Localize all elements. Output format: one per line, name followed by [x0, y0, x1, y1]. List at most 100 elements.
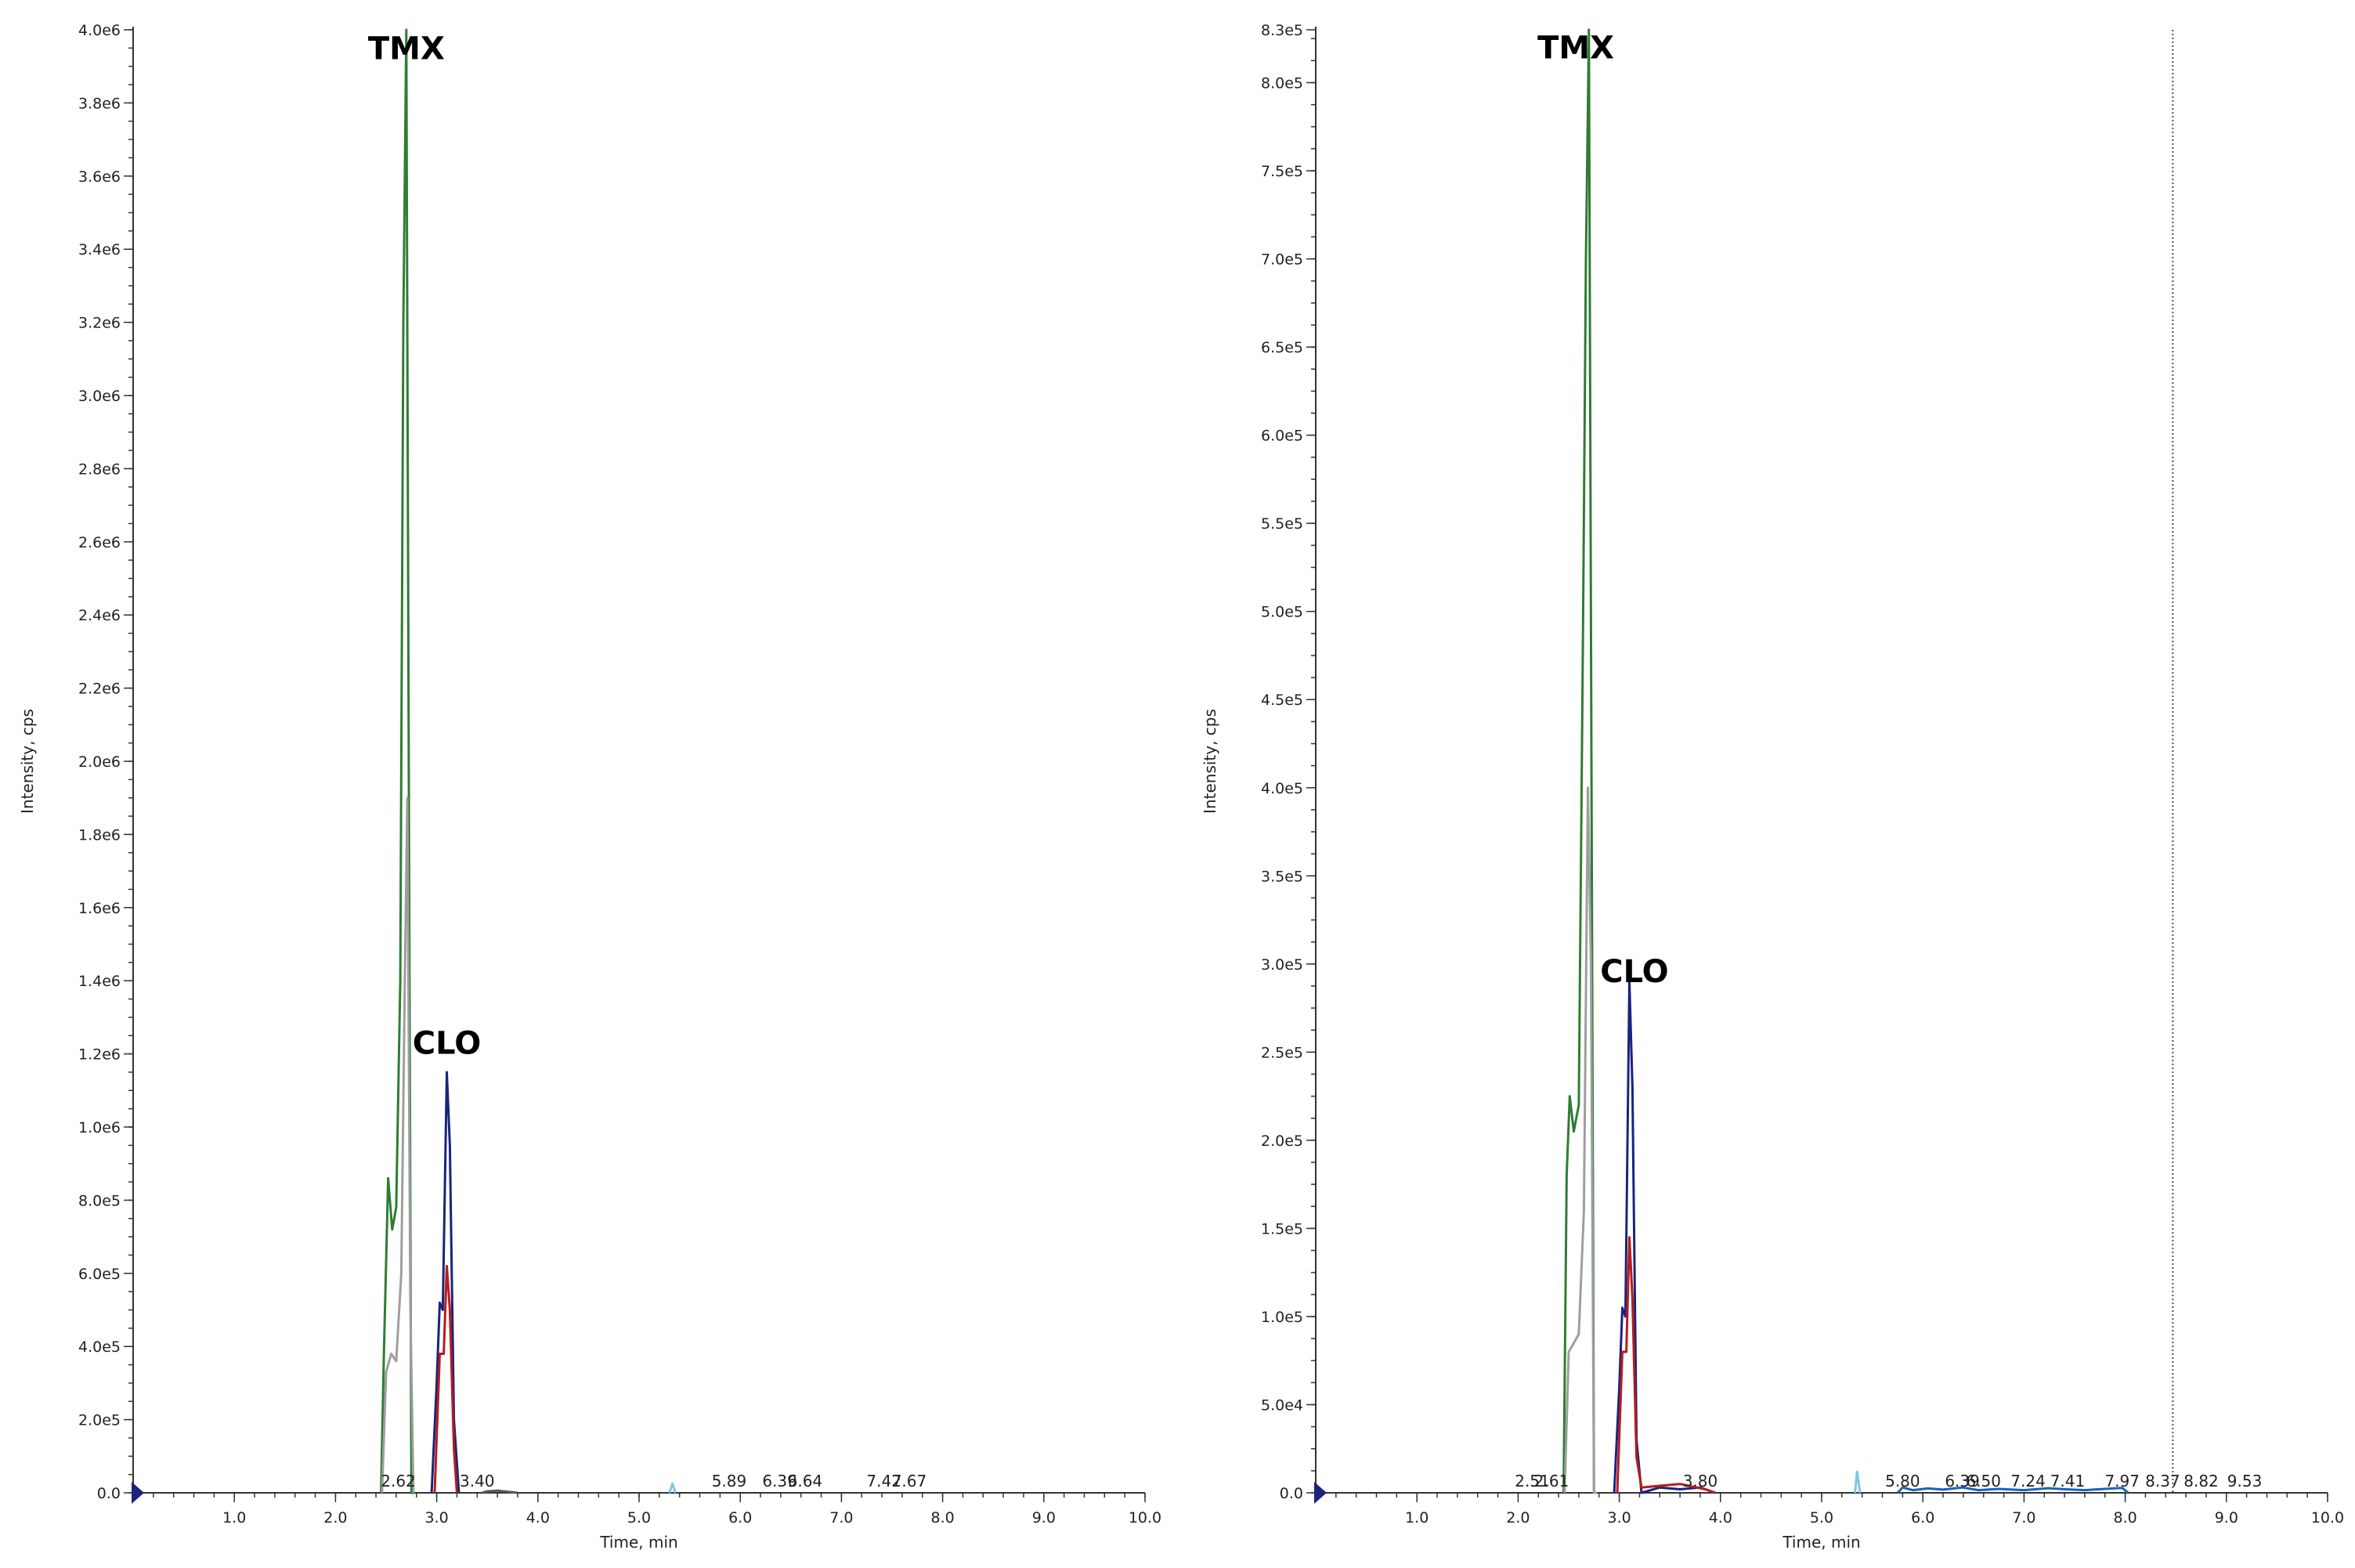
series-trace — [381, 797, 415, 1494]
y-tick-label: 6.0e5 — [78, 1266, 121, 1283]
series-trace — [668, 1482, 677, 1494]
y-tick-label: 1.0e6 — [78, 1119, 121, 1136]
x-tick-label: 4.0 — [1709, 1509, 1732, 1526]
y-tick-label: 2.0e5 — [1261, 1133, 1303, 1150]
x-tick-label: 2.0 — [323, 1509, 347, 1526]
x-tick-label: 8.0 — [2113, 1509, 2136, 1526]
y-tick-label: 7.5e5 — [1261, 163, 1303, 180]
peak-label: 2.62 — [381, 1472, 416, 1490]
x-tick-label: 7.0 — [2012, 1509, 2035, 1526]
y-tick-label: 4.5e5 — [1261, 692, 1303, 709]
peak-label: 6.64 — [788, 1472, 823, 1490]
x-tick-label: 9.0 — [1032, 1509, 1056, 1526]
x-tick-label: 2.0 — [1506, 1509, 1530, 1526]
peak-label: 8.37 — [2145, 1472, 2180, 1490]
y-tick-label: 0.0 — [1280, 1485, 1303, 1502]
peak-label: 7.67 — [892, 1472, 927, 1490]
x-tick-label: 1.0 — [222, 1509, 246, 1526]
y-tick-label: 1.4e6 — [78, 973, 121, 990]
peak-label: 9.53 — [2227, 1472, 2263, 1490]
x-tick-label: 10.0 — [1129, 1509, 1161, 1526]
origin-marker-icon — [1314, 1482, 1327, 1504]
y-tick-label: 1.8e6 — [78, 826, 121, 844]
y-tick-label: 4.0e5 — [1261, 780, 1303, 797]
y-tick-label: 6.0e5 — [1261, 428, 1303, 445]
compound-annotation: TMX — [368, 31, 445, 67]
series-trace — [482, 1489, 518, 1494]
x-tick-label: 9.0 — [2215, 1509, 2238, 1526]
series-trace — [430, 1071, 461, 1494]
peak-label: 3.80 — [1683, 1472, 1718, 1490]
y-tick-label: 4.0e6 — [78, 22, 121, 39]
compound-annotation: CLO — [1600, 954, 1668, 990]
y-tick-label: 2.0e5 — [78, 1412, 121, 1429]
y-tick-label: 5.0e5 — [1261, 604, 1303, 621]
x-tick-label: 3.0 — [1607, 1509, 1631, 1526]
y-tick-label: 3.6e6 — [78, 168, 121, 186]
peak-label: 2.61 — [1534, 1472, 1569, 1490]
x-axis-title: Time, min — [599, 1533, 677, 1552]
peak-label: 7.97 — [2104, 1472, 2140, 1490]
y-tick-label: 1.2e6 — [78, 1046, 121, 1064]
peak-label: 6.39 — [762, 1472, 797, 1490]
y-tick-label: 2.0e6 — [78, 753, 121, 771]
peak-label: 7.41 — [2050, 1472, 2086, 1490]
y-tick-label: 8.0e5 — [1261, 75, 1303, 92]
series-trace — [1613, 980, 1716, 1494]
y-tick-label: 8.0e5 — [78, 1192, 121, 1209]
origin-marker-icon — [132, 1482, 144, 1504]
series-trace — [1896, 1486, 2129, 1494]
y-tick-label: 3.8e6 — [78, 95, 121, 112]
x-tick-label: 6.0 — [1911, 1509, 1934, 1526]
y-tick-label: 3.0e6 — [78, 388, 121, 405]
y-tick-label: 8.3e5 — [1261, 22, 1303, 39]
y-tick-label: 0.0 — [97, 1485, 121, 1502]
y-tick-label: 3.0e5 — [1261, 956, 1303, 974]
chromatogram-panel-left: 0.0 2.0e5 4.0e5 6.0e5 8.0e5 1.0e6 1.2e6 1.4e6 1.… — [18, 22, 1161, 1552]
y-tick-label: 2.6e6 — [78, 534, 121, 551]
series-trace — [433, 1265, 458, 1494]
peak-label: 3.40 — [460, 1472, 495, 1490]
peak-label: 6.39 — [1945, 1472, 1980, 1490]
x-axis-title: Time, min — [1782, 1533, 1860, 1552]
peak-label: 6.50 — [1966, 1472, 2001, 1490]
y-tick-label: 5.5e5 — [1261, 515, 1303, 533]
y-tick-label: 7.0e5 — [1261, 251, 1303, 269]
peak-label: 5.89 — [712, 1472, 747, 1490]
x-tick-label: 10.0 — [2311, 1509, 2344, 1526]
y-tick-label: 2.8e6 — [78, 461, 121, 478]
y-tick-label: 1.5e5 — [1261, 1220, 1303, 1237]
compound-annotation: TMX — [1537, 31, 1614, 67]
y-tick-label: 2.2e6 — [78, 681, 121, 698]
peak-label: 7.42 — [866, 1472, 901, 1490]
y-tick-label: 1.0e5 — [1261, 1309, 1303, 1326]
peak-label: 8.82 — [2183, 1472, 2219, 1490]
y-tick-label: 2.5e5 — [1261, 1044, 1303, 1061]
x-tick-label: 5.0 — [1810, 1509, 1833, 1526]
series-trace — [1616, 1236, 1716, 1494]
y-tick-label: 3.5e5 — [1261, 868, 1303, 885]
series-trace — [1854, 1470, 1862, 1494]
peak-label: 7.24 — [2010, 1472, 2046, 1490]
y-axis-title: Intensity, cps — [1201, 709, 1219, 814]
y-tick-label: 3.2e6 — [78, 315, 121, 332]
compound-annotation: CLO — [413, 1026, 481, 1062]
x-tick-label: 4.0 — [526, 1509, 550, 1526]
x-tick-label: 8.0 — [930, 1509, 954, 1526]
peak-label: 5.80 — [1885, 1472, 1920, 1490]
x-tick-label: 3.0 — [424, 1509, 448, 1526]
y-tick-label: 2.4e6 — [78, 607, 121, 624]
chromatogram-panel-right: 0.0 5.0e4 1.0e5 1.5e5 2.0e5 2.5e5 3.0e5 3.5e5 4.… — [1201, 22, 2344, 1552]
peak-label: 2.51 — [1515, 1472, 1550, 1490]
x-tick-label: 6.0 — [728, 1509, 752, 1526]
x-tick-label: 7.0 — [829, 1509, 853, 1526]
y-tick-label: 4.0e5 — [78, 1339, 121, 1356]
x-tick-label: 1.0 — [1405, 1509, 1429, 1526]
y-tick-label: 1.6e6 — [78, 900, 121, 917]
y-tick-label: 6.5e5 — [1261, 339, 1303, 356]
y-axis-title: Intensity, cps — [18, 709, 37, 814]
series-trace — [1563, 786, 1598, 1494]
x-tick-label: 5.0 — [627, 1509, 651, 1526]
y-tick-label: 3.4e6 — [78, 241, 121, 258]
